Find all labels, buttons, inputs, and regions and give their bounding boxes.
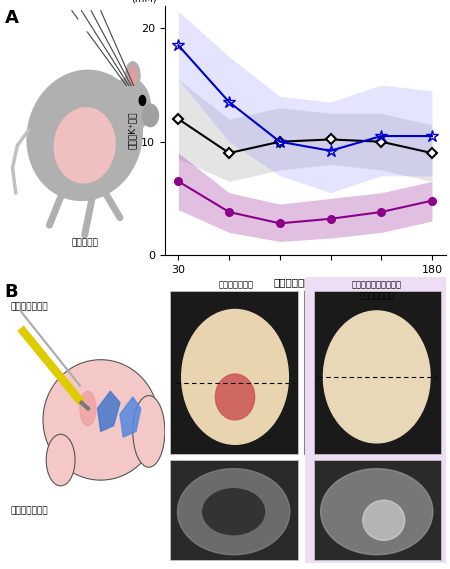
Text: (mM): (mM) [131, 0, 157, 3]
Ellipse shape [324, 311, 430, 443]
Text: アドレナリン受容体を
阫害したマウス: アドレナリン受容体を 阫害したマウス [352, 281, 402, 300]
Ellipse shape [142, 104, 158, 127]
Ellipse shape [109, 78, 150, 133]
FancyBboxPatch shape [171, 460, 298, 560]
X-axis label: 脳梗塞後の時間（分）: 脳梗塞後の時間（分） [274, 278, 337, 287]
Ellipse shape [133, 395, 165, 467]
FancyBboxPatch shape [305, 277, 446, 563]
Text: 脳梗塞部位: 脳梗塞部位 [71, 238, 98, 248]
FancyBboxPatch shape [314, 291, 441, 454]
Text: A: A [4, 9, 18, 27]
Polygon shape [120, 397, 141, 437]
Ellipse shape [46, 434, 75, 486]
Ellipse shape [128, 65, 138, 85]
Ellipse shape [203, 489, 265, 535]
Ellipse shape [43, 360, 158, 480]
FancyBboxPatch shape [171, 291, 298, 454]
Ellipse shape [54, 108, 115, 183]
Polygon shape [75, 13, 88, 31]
Ellipse shape [216, 374, 255, 420]
Ellipse shape [27, 71, 142, 200]
Text: B: B [4, 283, 18, 302]
FancyBboxPatch shape [314, 460, 441, 560]
Ellipse shape [363, 500, 405, 541]
Circle shape [139, 96, 146, 105]
Text: 脳脊體液に注入: 脳脊體液に注入 [11, 506, 49, 515]
Polygon shape [98, 391, 120, 431]
Ellipse shape [126, 62, 140, 89]
Ellipse shape [177, 469, 290, 555]
Ellipse shape [182, 310, 288, 444]
Ellipse shape [80, 391, 96, 426]
Y-axis label: 細胞外K⁺濃度: 細胞外K⁺濃度 [128, 112, 137, 149]
Text: 標識トレーサー: 標識トレーサー [11, 302, 49, 311]
Ellipse shape [320, 469, 433, 555]
Text: 無処置のマウス: 無処置のマウス [219, 281, 254, 290]
